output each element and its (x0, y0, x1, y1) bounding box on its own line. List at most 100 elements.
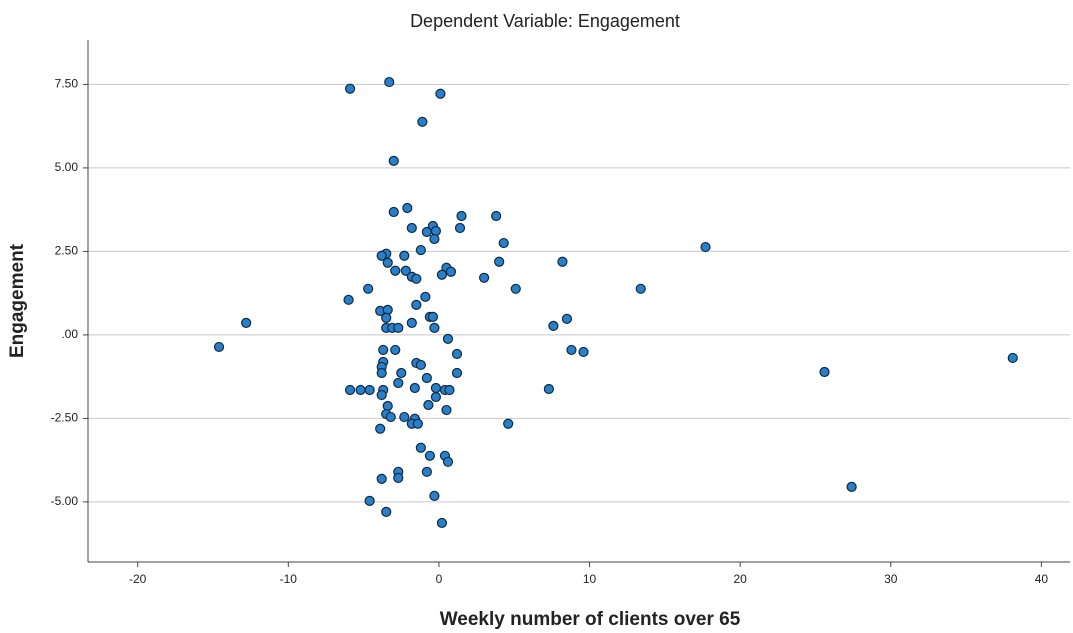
point (436, 517, 448, 529)
x-tick-label: 40 (1035, 572, 1049, 586)
point (557, 256, 568, 267)
point (421, 466, 432, 477)
point (399, 250, 410, 261)
point (402, 202, 413, 214)
point (561, 313, 573, 324)
point (429, 233, 440, 245)
point (578, 346, 589, 358)
point (344, 384, 356, 396)
x-tick-label: 30 (884, 572, 898, 586)
point (415, 442, 426, 453)
point (451, 367, 463, 379)
point (415, 359, 426, 371)
point (417, 116, 428, 127)
point (364, 495, 375, 506)
point (376, 367, 387, 379)
point (409, 382, 420, 394)
point (400, 265, 411, 276)
point (355, 384, 366, 396)
point (442, 333, 454, 345)
point (700, 241, 711, 253)
point (819, 366, 830, 378)
point (344, 83, 356, 94)
point (396, 367, 407, 379)
point (406, 317, 417, 328)
point (375, 423, 386, 434)
point (454, 222, 466, 234)
point (427, 311, 439, 322)
point (498, 237, 509, 249)
y-tick-label: .00 (61, 327, 78, 341)
point (412, 418, 423, 429)
point (420, 291, 431, 302)
x-tick-label: 0 (436, 572, 443, 586)
point (445, 266, 457, 277)
point (430, 382, 442, 394)
y-tick-label: 5.00 (55, 160, 79, 174)
point (376, 250, 387, 261)
point (376, 389, 387, 401)
point (421, 226, 432, 238)
point (566, 344, 577, 356)
y-tick-label: 7.50 (55, 77, 79, 91)
x-tick-label: -20 (129, 572, 147, 586)
point (635, 283, 646, 294)
point (456, 210, 467, 222)
point (430, 391, 442, 403)
chart-title: Dependent Variable: Engagement (410, 11, 680, 31)
point (503, 418, 514, 429)
point (390, 265, 401, 276)
point (364, 384, 375, 396)
point (381, 312, 392, 323)
x-tick-label: 10 (583, 572, 597, 586)
point (491, 210, 502, 222)
point (378, 344, 389, 356)
point (548, 320, 559, 331)
y-tick-label: -5.00 (51, 494, 79, 508)
point (241, 317, 252, 328)
y-tick-label: -2.50 (51, 411, 79, 425)
point (393, 322, 404, 333)
point (411, 299, 422, 310)
point (423, 399, 434, 411)
point (406, 222, 417, 234)
point (444, 384, 455, 396)
point (429, 490, 440, 501)
point (494, 256, 505, 267)
point (421, 372, 432, 384)
point (393, 377, 404, 389)
point (451, 348, 463, 360)
y-axis-title: Engagement (7, 243, 28, 358)
point (388, 206, 399, 218)
point (415, 244, 426, 256)
point (1007, 352, 1018, 364)
point (385, 411, 396, 423)
point (390, 344, 401, 356)
point (424, 450, 435, 461)
point (435, 88, 446, 99)
point (429, 322, 440, 333)
point (436, 269, 448, 280)
point (441, 404, 452, 416)
x-axis-title: Weekly number of clients over 65 (440, 609, 741, 630)
point (381, 506, 392, 518)
point (411, 273, 422, 284)
x-tick-label: 20 (733, 572, 747, 586)
point (343, 294, 354, 305)
point (382, 257, 393, 268)
point (479, 272, 490, 283)
y-tick-label: 2.50 (55, 244, 79, 258)
x-tick-label: -10 (280, 572, 298, 586)
point (384, 76, 395, 88)
point (213, 341, 225, 353)
point (442, 456, 454, 467)
point (388, 155, 399, 166)
point (846, 481, 857, 492)
point (399, 411, 410, 423)
point (393, 472, 404, 483)
point (376, 473, 387, 484)
point (363, 283, 374, 294)
point (510, 283, 521, 294)
